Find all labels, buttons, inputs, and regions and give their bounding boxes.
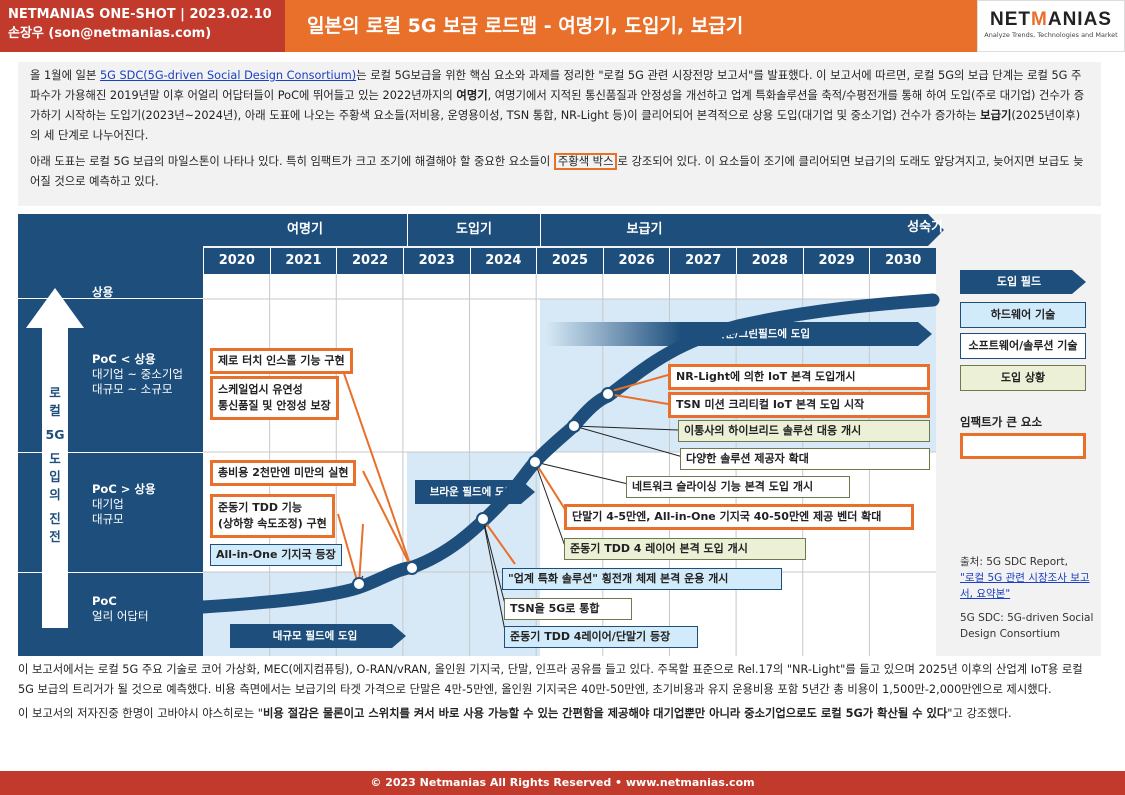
phase-dawn: 여명기 — [203, 214, 407, 246]
intro-paragraph-1: 올 1월에 일본 5G SDC(5G-driven Social Design … — [30, 69, 1085, 142]
axis-char: 컬 — [49, 403, 61, 418]
year-2024: 2024 — [469, 248, 537, 274]
logo[interactable]: NETMANIAS Analyze Trends, Technologies a… — [977, 0, 1125, 52]
box-tdd-terminal: 준동기 TDD 4레이어/단말기 등장 — [504, 626, 698, 648]
box-slicing: 네트워크 슬라이싱 기능 본격 도입 개시 — [626, 476, 850, 498]
year-2021: 2021 — [269, 248, 337, 274]
logo-text: NETMANIAS — [990, 9, 1112, 30]
field-brown-label: 브라운 필드에 도입 — [429, 486, 515, 498]
bottom-paragraph-1: 이 보고서에서는 로컬 5G 주요 기술로 코어 가상화, MEC(에지컴퓨팅)… — [18, 663, 1083, 696]
box-tdd-4-layer: 준동기 TDD 4 레이어 본격 도입 개시 — [564, 538, 806, 560]
field-large-label: 대규모 필드에 도입 — [272, 630, 358, 642]
box-tsn-integration: TSN을 5G로 통합 — [504, 598, 632, 620]
legend-impact-label: 임팩트가 큰 요소 — [960, 415, 1043, 429]
box-price-target: 단말기 4-5만엔, All-in-One 기지국 40-50만엔 제공 벤더 … — [564, 504, 914, 530]
year-2028: 2028 — [736, 248, 803, 274]
intro-paragraph-2: 아래 도표는 로컬 5G 보급의 마일스톤이 나타나 있다. 특히 임팩트가 크… — [30, 153, 1084, 188]
field-arrow-browngreen — [546, 322, 932, 346]
footer: © 2023 Netmanias All Rights Reserved • w… — [0, 771, 1125, 795]
box-semi-sync-tdd: 준동기 TDD 기능 (상하향 속도조정) 구현 — [210, 494, 335, 538]
page-title: 일본의 로컬 5G 보급 로드맵 - 여명기, 도입기, 보급기 — [285, 0, 977, 52]
divider — [18, 452, 203, 453]
row-poc-lt-commercial: PoC < 상용 대기업 ~ 중소기업 대규모 ~ 소규모 — [92, 352, 184, 396]
source-note: 출처: 5G SDC Report, "로컬 5G 관련 시장조사 보고서, 요… — [960, 554, 1098, 642]
phase-mature: 성숙기 — [907, 220, 943, 235]
header-brand: NETMANIAS ONE-SHOT | 2023.02.10 손장우 (son… — [0, 0, 285, 52]
box-total-cost: 총비용 2천만엔 미만의 실현 — [210, 460, 357, 486]
box-tsn-critical: TSN 미션 크리티컬 IoT 본격 도입 시작 — [668, 392, 930, 418]
year-2027: 2027 — [669, 248, 737, 274]
box-hybrid: 이통사의 하이브리드 솔루션 대응 개시 — [678, 420, 930, 442]
box-providers: 다양한 솔루션 제공자 확대 — [680, 448, 930, 470]
axis-label: 로 컬 5G 도 입 의 진 전 — [38, 384, 72, 546]
legend-field: 도입 필드 — [996, 275, 1042, 288]
divider — [18, 298, 203, 299]
bottom-text: 이 보고서에서는 로컬 5G 주요 기술로 코어 가상화, MEC(에지컴퓨팅)… — [18, 660, 1101, 728]
row-commercial: 상용 — [92, 285, 114, 299]
year-2026: 2026 — [602, 248, 670, 274]
author-line: 손장우 (son@netmanias.com) — [8, 26, 212, 41]
axis-char: 5G — [45, 427, 65, 442]
year-row: 2020 2021 2022 2023 2024 2025 2026 2027 2028 2029… — [203, 248, 936, 274]
box-scale-up: 스케일업시 유연성 통신품질 및 안정성 보장 — [210, 376, 339, 420]
bottom-paragraph-2: 이 보고서의 저자진중 한명이 고바야시 야스히로는 "비용 절감은 물론이고 … — [18, 707, 1012, 720]
axis-char: 의 — [49, 487, 61, 502]
legend-impact-box — [960, 433, 1086, 459]
axis-char: 도 — [49, 451, 61, 466]
sdc-link[interactable]: 5G SDC(5G-driven Social Design Consortiu… — [99, 69, 357, 82]
box-zero-touch: 제로 터치 인스톨 기능 구현 — [210, 348, 353, 374]
legend-software: 소프트웨어/솔루션 기술 — [960, 333, 1086, 359]
roadmap-diagram: 여명기 도입기 보급기 성숙기 2020 2021 2022 2023 2024 2025… — [18, 214, 1101, 656]
box-industry-solution: "업계 특화 솔루션" 횡전개 체제 본격 운용 개시 — [502, 568, 782, 590]
field-arrow-large — [230, 624, 406, 648]
orange-box-highlight: 주황색 박스 — [553, 153, 618, 170]
progress-arrow-icon — [26, 288, 84, 628]
axis-char: 입 — [49, 469, 61, 484]
logo-tagline: Analyze Trends, Technologies and Market — [984, 31, 1118, 39]
intro-text: 올 1월에 일본 5G SDC(5G-driven Social Design … — [18, 62, 1101, 206]
year-2023: 2023 — [402, 248, 470, 274]
year-2022: 2022 — [336, 248, 403, 274]
adoption-curve — [196, 293, 940, 637]
mature-arrow — [748, 214, 944, 246]
box-all-in-one: All-in-One 기지국 등장 — [210, 544, 342, 566]
axis-char: 전 — [49, 529, 61, 544]
box-nr-light: NR-Light에 의한 IoT 본격 도입개시 — [668, 364, 930, 390]
legend-hardware: 하드웨어 기술 — [960, 302, 1086, 328]
row-poc: PoC 얼리 어답터 — [92, 594, 149, 623]
source-link[interactable]: "로컬 5G 관련 시장조사 보고서, 요약본" — [960, 572, 1090, 600]
axis-char: 로 — [49, 385, 61, 400]
year-2020: 2020 — [203, 248, 270, 274]
brand-line: NETMANIAS ONE-SHOT | 2023.02.10 — [8, 7, 272, 22]
row-poc-gt-commercial: PoC > 상용 대기업 대규모 — [92, 482, 156, 526]
axis-char: 진 — [49, 511, 61, 526]
legend-field-arrow — [960, 270, 1086, 294]
divider — [18, 572, 203, 573]
phase-spread: 보급기 — [540, 214, 748, 246]
legend-intro-status: 도입 상황 — [960, 365, 1086, 391]
phase-intro: 도입기 — [407, 214, 540, 246]
year-2030: 2030 — [869, 248, 936, 274]
year-2025: 2025 — [536, 248, 603, 274]
year-2029: 2029 — [802, 248, 870, 274]
